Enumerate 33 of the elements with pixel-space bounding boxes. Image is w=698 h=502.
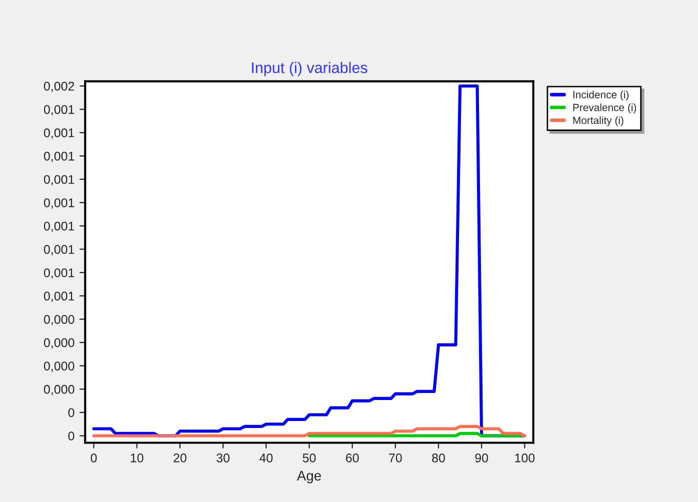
x-tick-label: 10 [130,454,144,462]
x-tick-label: 70 [389,454,402,462]
y-tick-label: 0,001 [44,152,74,162]
y-tick-label: 0,001 [44,105,74,116]
y-tick-label: 0,000 [44,384,74,396]
y-tick-label: 0,001 [44,175,74,186]
y-tick-label: 0,000 [44,338,74,349]
legend-label: Mortality (i) [573,116,624,126]
line-series [92,424,526,438]
x-axis-title: Age [296,470,321,484]
x-tick-label: 90 [475,454,488,462]
y-tick-label: 0,000 [44,314,74,326]
y-tick-label: 0,001 [44,268,74,279]
y-tick-label: 0,001 [44,292,74,302]
x-tick-label: 50 [302,454,316,462]
y-tick-label: 0 [68,408,74,418]
legend-label: Prevalence (i) [573,104,636,114]
y-tick-label: 0,001 [44,128,74,139]
y-tick-label: 0,001 [44,245,74,256]
legend-label: Incidence (i) [573,90,629,100]
y-tick-label: 0 [68,432,74,440]
x-tick-label: 20 [174,454,186,462]
y-tick-label: 0,001 [44,222,74,232]
chart-title: Input (i) variables [252,62,368,76]
x-tick-label: 80 [432,454,445,462]
y-tick-label: 0,000 [44,362,74,372]
x-tick-label: 30 [216,454,230,462]
x-tick-label: 60 [346,454,359,462]
x-tick-label: 40 [259,454,273,462]
x-tick-label: 100 [515,454,535,462]
y-tick-label: 0,002 [44,82,74,92]
x-tick-label: 0 [90,454,97,462]
y-tick-label: 0,001 [44,198,74,209]
